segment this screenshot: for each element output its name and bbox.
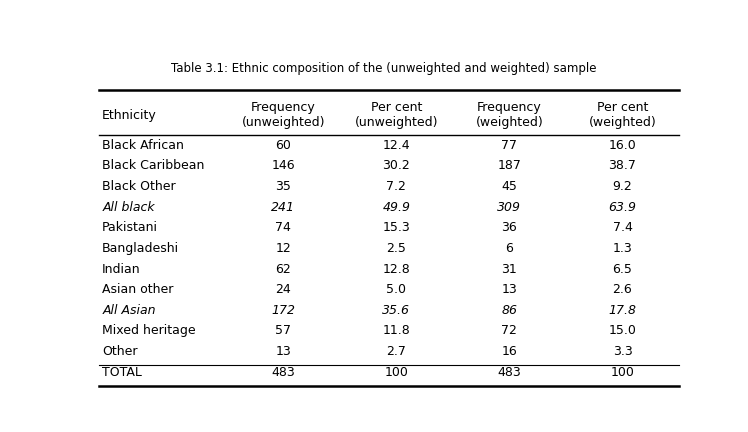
Text: 24: 24 bbox=[275, 283, 291, 296]
Text: 60: 60 bbox=[275, 139, 291, 152]
Text: 6.5: 6.5 bbox=[613, 263, 632, 276]
Text: 74: 74 bbox=[275, 221, 291, 234]
Text: Frequency
(weighted): Frequency (weighted) bbox=[476, 101, 543, 129]
Text: 309: 309 bbox=[497, 201, 521, 214]
Text: 2.5: 2.5 bbox=[387, 242, 406, 255]
Text: Black Caribbean: Black Caribbean bbox=[102, 159, 204, 172]
Text: 57: 57 bbox=[275, 324, 292, 337]
Text: 13: 13 bbox=[502, 283, 518, 296]
Text: 77: 77 bbox=[501, 139, 518, 152]
Text: 15.3: 15.3 bbox=[382, 221, 410, 234]
Text: 483: 483 bbox=[497, 365, 521, 379]
Text: 86: 86 bbox=[501, 304, 518, 317]
Text: 7.2: 7.2 bbox=[387, 180, 406, 193]
Text: 11.8: 11.8 bbox=[382, 324, 410, 337]
Text: Ethnicity: Ethnicity bbox=[102, 108, 157, 121]
Text: Per cent
(weighted): Per cent (weighted) bbox=[589, 101, 656, 129]
Text: Table 3.1: Ethnic composition of the (unweighted and weighted) sample: Table 3.1: Ethnic composition of the (un… bbox=[171, 62, 596, 75]
Text: 100: 100 bbox=[610, 365, 634, 379]
Text: 5.0: 5.0 bbox=[387, 283, 406, 296]
Text: Bangladeshi: Bangladeshi bbox=[102, 242, 180, 255]
Text: Other: Other bbox=[102, 345, 138, 358]
Text: 36: 36 bbox=[502, 221, 518, 234]
Text: 146: 146 bbox=[272, 159, 295, 172]
Text: 16.0: 16.0 bbox=[609, 139, 637, 152]
Text: 2.7: 2.7 bbox=[387, 345, 406, 358]
Text: 2.6: 2.6 bbox=[613, 283, 632, 296]
Text: Asian other: Asian other bbox=[102, 283, 174, 296]
Text: Per cent
(unweighted): Per cent (unweighted) bbox=[355, 101, 438, 129]
Text: 49.9: 49.9 bbox=[382, 201, 411, 214]
Text: TOTAL: TOTAL bbox=[102, 365, 142, 379]
Text: Indian: Indian bbox=[102, 263, 141, 276]
Text: Pakistani: Pakistani bbox=[102, 221, 158, 234]
Text: 9.2: 9.2 bbox=[613, 180, 632, 193]
Text: 35: 35 bbox=[275, 180, 291, 193]
Text: 12.4: 12.4 bbox=[382, 139, 410, 152]
Text: 3.3: 3.3 bbox=[613, 345, 632, 358]
Text: Black African: Black African bbox=[102, 139, 184, 152]
Text: 1.3: 1.3 bbox=[613, 242, 632, 255]
Text: Frequency
(unweighted): Frequency (unweighted) bbox=[242, 101, 325, 129]
Text: 483: 483 bbox=[272, 365, 295, 379]
Text: 241: 241 bbox=[272, 201, 295, 214]
Text: 12.8: 12.8 bbox=[382, 263, 410, 276]
Text: 72: 72 bbox=[501, 324, 518, 337]
Text: 12: 12 bbox=[275, 242, 291, 255]
Text: 187: 187 bbox=[497, 159, 521, 172]
Text: All black: All black bbox=[102, 201, 155, 214]
Text: 35.6: 35.6 bbox=[382, 304, 411, 317]
Text: 63.9: 63.9 bbox=[608, 201, 637, 214]
Text: 30.2: 30.2 bbox=[382, 159, 410, 172]
Text: 13: 13 bbox=[275, 345, 291, 358]
Text: 62: 62 bbox=[275, 263, 291, 276]
Text: 15.0: 15.0 bbox=[609, 324, 637, 337]
Text: 6: 6 bbox=[506, 242, 513, 255]
Text: All Asian: All Asian bbox=[102, 304, 156, 317]
Text: 7.4: 7.4 bbox=[613, 221, 632, 234]
Text: 38.7: 38.7 bbox=[609, 159, 637, 172]
Text: 100: 100 bbox=[384, 365, 408, 379]
Text: 16: 16 bbox=[502, 345, 518, 358]
Text: Black Other: Black Other bbox=[102, 180, 176, 193]
Text: 45: 45 bbox=[501, 180, 518, 193]
Text: Mixed heritage: Mixed heritage bbox=[102, 324, 196, 337]
Text: 172: 172 bbox=[272, 304, 295, 317]
Text: 17.8: 17.8 bbox=[608, 304, 637, 317]
Text: 31: 31 bbox=[502, 263, 518, 276]
